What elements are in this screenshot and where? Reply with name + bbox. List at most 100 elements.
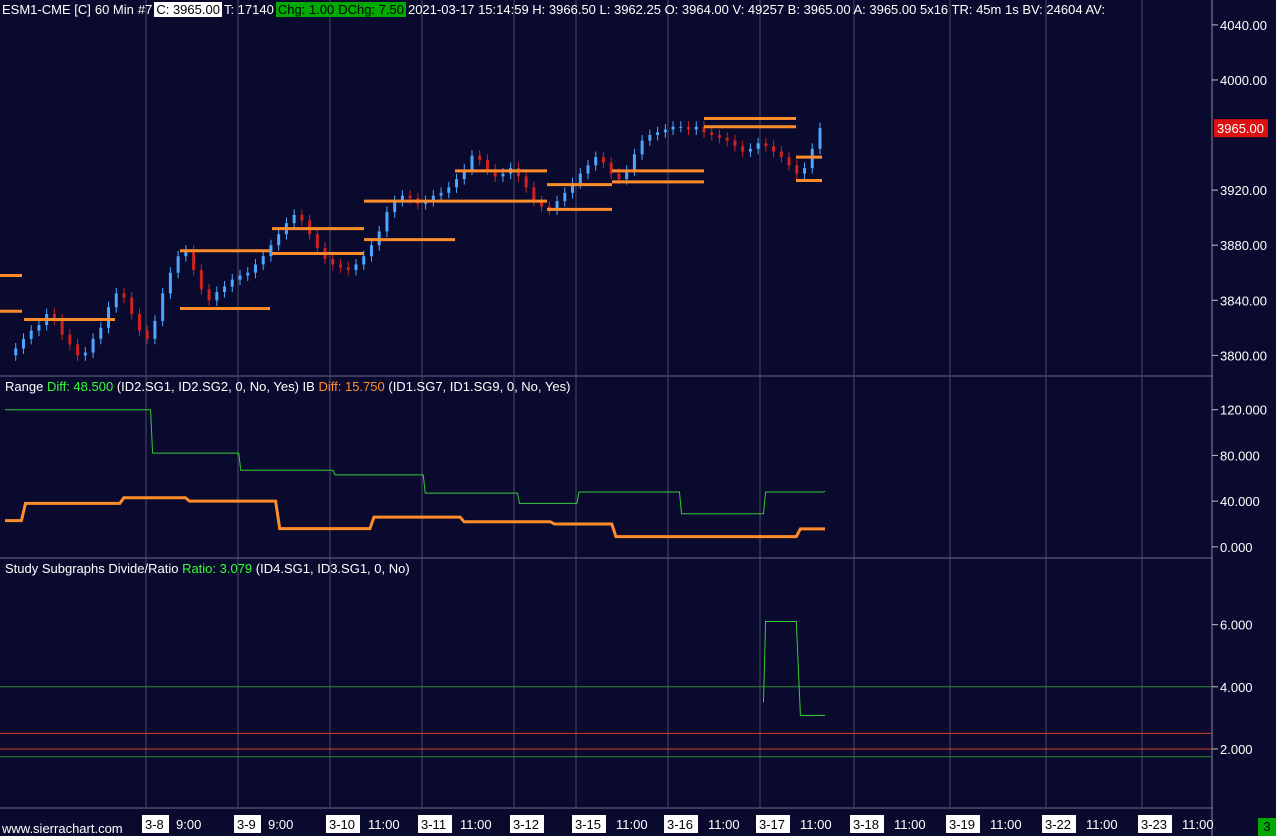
x-axis-time-label: 11:00 [616,817,648,832]
candle-body [153,320,157,339]
candle-body [555,201,559,210]
y-axis-tick-label: 4000.00 [1220,73,1267,88]
range-study-label[interactable]: Range Diff: 48.500 (ID2.SG1, ID2.SG2, 0,… [5,379,570,394]
candle-body [632,154,636,171]
candle-body [385,212,389,232]
candle-body [470,155,474,170]
candle-body [656,132,660,136]
candle-body [756,143,760,149]
range-diff: Diff: 48.500 [46,379,114,394]
x-axis-date-box [234,815,261,833]
candle-body [478,155,482,160]
candle-body [168,272,172,294]
candle-body [192,250,196,270]
candle-body [431,195,435,202]
x-axis-date-label: 3-17 [759,817,785,832]
y-axis-tick-label: 4040.00 [1220,18,1267,33]
candle-body [215,292,219,301]
close-price-label: C: 3965.00 [154,1,222,17]
candle-body [640,140,644,155]
x-axis-date-label: 3-9 [237,817,256,832]
chart-number-label: #7 [137,1,153,17]
candle-body [261,256,265,265]
candle-body [60,319,64,335]
candle-body [393,201,397,213]
candle-body [648,135,652,141]
x-axis-date-label: 3-22 [1045,817,1071,832]
candle-body [354,264,358,270]
candle-body [292,214,296,224]
candle-body [300,214,304,221]
candle-body [369,245,373,257]
x-axis-time-label: 11:00 [708,817,740,832]
y-axis-tick-label: 0.000 [1220,540,1253,555]
candle-body [795,165,799,174]
candle-body [524,176,528,188]
candle-body [748,148,752,152]
candle-body [485,159,489,170]
last-price-marker [1214,119,1268,138]
y-axis-tick-label: 2.000 [1220,742,1253,757]
candle-body [663,129,667,133]
candle-body [455,179,459,188]
chart-count-badge[interactable]: 3 [1258,818,1276,836]
range-name: Range [5,379,44,394]
last-price-label: 3965.00 [1217,121,1264,136]
x-axis-time-label: 9:00 [268,817,293,832]
candle-body [14,348,18,356]
x-axis-date-box [326,815,360,833]
ratio-params: (ID4.SG1, ID3.SG1, 0, No) [255,561,410,576]
symbol-label[interactable]: ESM1-CME [C] [2,1,91,17]
x-axis-date-label: 3-19 [949,817,975,832]
candle-body [571,183,575,193]
candle-body [29,330,33,339]
range-params: (ID2.SG1, ID2.SG2, 0, No, Yes) [116,379,299,394]
candle-body [161,293,165,321]
y-axis-tick-label: 3880.00 [1220,238,1267,253]
candle-body [532,187,536,202]
x-axis-date-label: 3-23 [1141,817,1167,832]
candle-body [37,325,41,331]
candle-body [617,173,621,180]
candle-body [315,234,319,248]
bar-info-label: 2021-03-17 15:14:59 H: 3966.50 L: 3962.2… [407,1,1105,17]
candle-body [76,344,80,356]
study-line-ib [5,496,825,539]
candle-body [702,126,706,133]
candle-body [671,126,675,130]
candle-body [184,250,188,257]
x-axis-date-label: 3-8 [145,817,164,832]
x-axis-time-label: 11:00 [894,817,926,832]
candle-body [803,168,807,174]
candle-body [238,275,242,280]
candle-body [563,192,567,202]
candle-body [586,165,590,174]
candle-body [199,269,203,290]
candle-body [741,146,745,152]
candle-body [687,126,691,130]
study-line-range [5,409,826,515]
candle-body [145,330,149,339]
candle-body [52,314,56,320]
candle-body [679,126,683,128]
candle-body [493,169,497,177]
candle-body [710,132,714,136]
ratio-study-label[interactable]: Study Subgraphs Divide/Ratio Ratio: 3.07… [5,561,410,576]
candle-body [787,157,791,166]
candle-body [83,352,87,356]
candle-body [130,297,134,315]
sierrachart-logo[interactable]: www.sierrachart.com [2,821,127,836]
y-axis-tick-label: 40.000 [1220,494,1260,509]
x-axis-time-label: 9:00 [176,817,201,832]
candle-body [68,334,72,345]
x-axis-time-label: 11:00 [460,817,492,832]
candle-body [122,293,126,298]
candle-body [733,140,737,147]
candle-body [439,192,443,196]
candle-body [717,135,721,138]
ratio-value: Ratio: 3.079 [182,561,253,576]
timeframe-label[interactable]: 60 Min [94,1,134,17]
x-axis-date-box [946,815,980,833]
candle-body [114,293,118,308]
